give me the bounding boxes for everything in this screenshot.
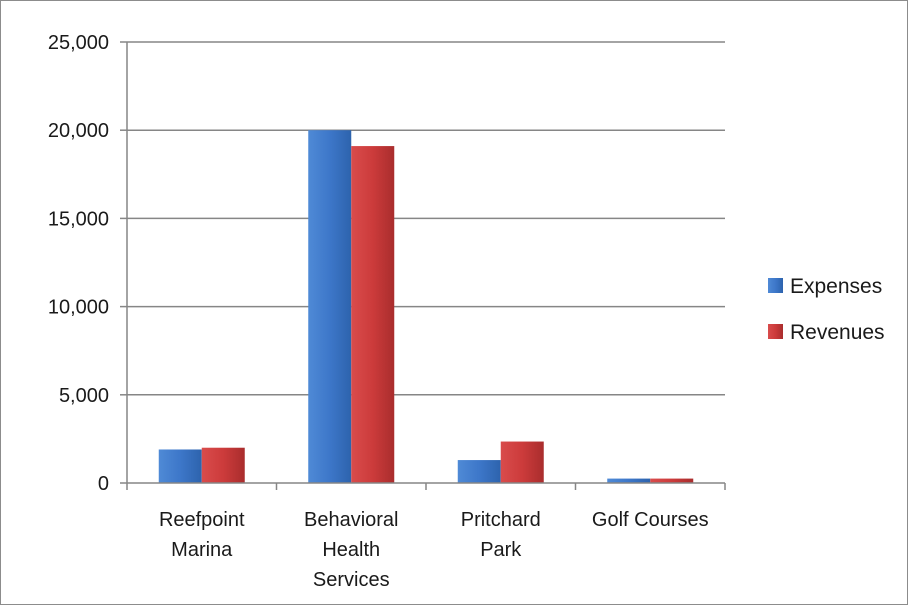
x-tick-label: Health (322, 539, 380, 561)
y-tick-label: 20,000 (48, 120, 109, 142)
gridlines (127, 41, 725, 396)
bar-expenses-0 (158, 449, 202, 483)
bar-revenues-0 (201, 447, 245, 483)
legend-label-revenues: Revenues (790, 321, 885, 344)
y-tick-label: 0 (98, 473, 109, 495)
x-tick-label: Behavioral (304, 509, 399, 531)
bar-revenues-3 (650, 478, 694, 483)
x-tick-label: Park (480, 539, 522, 561)
bar-revenues-1 (351, 146, 395, 484)
x-tick-label: Services (313, 569, 390, 591)
bar-revenues-2 (500, 441, 544, 483)
y-tick-label: 10,000 (48, 297, 109, 319)
legend-label-expenses: Expenses (790, 275, 882, 298)
legend-swatch-revenues (768, 324, 783, 339)
axes (120, 41, 726, 490)
x-tick-label: Reefpoint (159, 509, 245, 531)
bars (158, 130, 694, 484)
legend: Expenses Revenues (768, 275, 885, 344)
y-tick-label: 25,000 (48, 32, 109, 54)
legend-swatch-expenses (768, 278, 783, 293)
y-tick-label: 5,000 (59, 385, 109, 407)
y-tick-label: 15,000 (48, 208, 109, 230)
x-tick-label: Pritchard (461, 509, 541, 531)
tick-labels: 0 5,000 10,000 15,000 20,000 25,000 Reefpoint M… (48, 32, 709, 591)
bar-expenses-3 (607, 478, 651, 483)
bar-expenses-1 (308, 130, 352, 483)
bar-expenses-2 (457, 460, 501, 483)
x-tick-label: Marina (171, 539, 233, 561)
x-tick-label: Golf Courses (592, 509, 709, 531)
